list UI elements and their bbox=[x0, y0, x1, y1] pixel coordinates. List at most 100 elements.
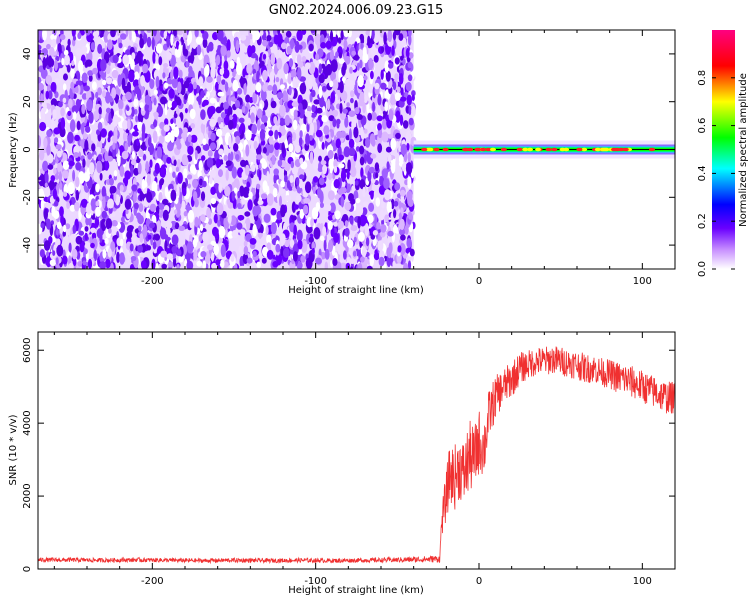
noise-cell bbox=[392, 81, 397, 91]
noise-cell bbox=[122, 119, 129, 130]
noise-cell bbox=[324, 248, 330, 260]
noise-cell bbox=[297, 60, 304, 68]
noise-cell bbox=[353, 126, 359, 139]
noise-cell bbox=[398, 73, 404, 85]
noise-cell bbox=[284, 195, 292, 202]
noise-cell bbox=[111, 69, 119, 79]
noise-cell bbox=[133, 191, 137, 203]
noise-cell bbox=[122, 54, 130, 65]
noise-cell bbox=[260, 60, 265, 67]
noise-cell bbox=[405, 162, 413, 175]
noise-cell bbox=[46, 220, 52, 230]
noise-cell bbox=[283, 247, 290, 258]
signal-peak bbox=[576, 147, 583, 152]
noise-cell bbox=[155, 262, 159, 269]
noise-cell bbox=[266, 170, 270, 183]
noise-cell bbox=[333, 221, 338, 227]
noise-cell bbox=[238, 117, 245, 124]
noise-cell bbox=[224, 185, 231, 197]
spectrogram-x-label: Height of straight line (km) bbox=[288, 285, 424, 296]
noise-cell bbox=[116, 251, 120, 264]
noise-cell bbox=[362, 52, 369, 64]
noise-cell bbox=[305, 133, 310, 146]
noise-cell bbox=[280, 204, 286, 218]
noise-cell bbox=[225, 169, 229, 181]
noise-cell bbox=[298, 102, 303, 113]
noise-cell bbox=[77, 32, 82, 40]
colorbar-tick-label: 0.4 bbox=[697, 165, 708, 181]
colorbar-gradient bbox=[712, 30, 735, 269]
noise-cell bbox=[245, 144, 250, 157]
noise-cell bbox=[75, 47, 82, 56]
noise-cell bbox=[243, 245, 249, 256]
noise-cell bbox=[330, 129, 335, 138]
noise-cell bbox=[316, 107, 323, 114]
noise-cell bbox=[74, 134, 80, 142]
noise-cell bbox=[237, 142, 244, 151]
noise-cell bbox=[149, 203, 157, 212]
noise-cell bbox=[333, 232, 340, 243]
noise-cell bbox=[301, 30, 307, 35]
noise-cell bbox=[136, 138, 140, 146]
noise-cell bbox=[119, 252, 125, 265]
noise-cell bbox=[279, 195, 282, 207]
noise-cell bbox=[257, 232, 263, 238]
noise-cell bbox=[164, 103, 168, 116]
noise-cell bbox=[82, 158, 86, 168]
noise-cell bbox=[169, 166, 173, 173]
noise-cell bbox=[133, 98, 139, 108]
noise-cell bbox=[350, 198, 356, 205]
noise-cell bbox=[83, 85, 90, 92]
noise-cell bbox=[388, 133, 394, 139]
noise-cell bbox=[369, 38, 374, 44]
noise-cell bbox=[192, 178, 199, 189]
noise-cell bbox=[399, 218, 405, 231]
noise-cell bbox=[310, 112, 317, 118]
noise-cell bbox=[331, 79, 339, 91]
noise-cell bbox=[110, 30, 116, 38]
x-tick-label: 100 bbox=[633, 576, 652, 587]
noise-cell bbox=[51, 38, 57, 48]
noise-cell bbox=[38, 135, 41, 148]
noise-cell bbox=[323, 239, 327, 252]
noise-cell bbox=[323, 125, 330, 136]
noise-cell bbox=[362, 186, 366, 198]
noise-cell bbox=[386, 220, 390, 227]
noise-cell bbox=[131, 150, 136, 160]
x-tick-label: -100 bbox=[304, 576, 327, 587]
noise-cell bbox=[321, 85, 327, 92]
noise-cell bbox=[166, 35, 170, 48]
noise-cell bbox=[62, 230, 66, 237]
noise-cell bbox=[40, 222, 45, 229]
noise-cell bbox=[249, 238, 257, 245]
noise-cell bbox=[356, 204, 364, 217]
noise-cell bbox=[273, 34, 279, 45]
noise-cell bbox=[59, 181, 63, 190]
noise-cell bbox=[152, 130, 158, 144]
x-tick-label: -100 bbox=[304, 276, 327, 287]
noise-cell bbox=[381, 46, 385, 53]
noise-cell bbox=[311, 247, 315, 255]
noise-cell bbox=[121, 216, 126, 223]
noise-cell bbox=[119, 165, 125, 177]
noise-cell bbox=[371, 30, 375, 40]
noise-cell bbox=[250, 112, 255, 124]
noise-cell bbox=[215, 54, 221, 66]
noise-cell bbox=[183, 80, 190, 89]
noise-cell bbox=[104, 160, 109, 171]
noise-cell bbox=[128, 30, 132, 41]
noise-cell bbox=[198, 234, 203, 242]
signal-peak bbox=[480, 147, 486, 152]
snr-series-line bbox=[38, 346, 675, 565]
noise-cell bbox=[42, 48, 48, 56]
noise-cell bbox=[196, 260, 203, 267]
noise-cell bbox=[42, 57, 47, 70]
noise-cell bbox=[195, 36, 203, 45]
noise-cell bbox=[175, 166, 179, 172]
noise-cell bbox=[280, 233, 286, 245]
noise-cell bbox=[297, 67, 302, 80]
noise-cell bbox=[338, 58, 345, 64]
y-tick-label: -40 bbox=[22, 237, 33, 253]
figure-title: GN02.2024.006.09.23.G15 bbox=[269, 3, 444, 18]
noise-cell bbox=[367, 214, 374, 224]
